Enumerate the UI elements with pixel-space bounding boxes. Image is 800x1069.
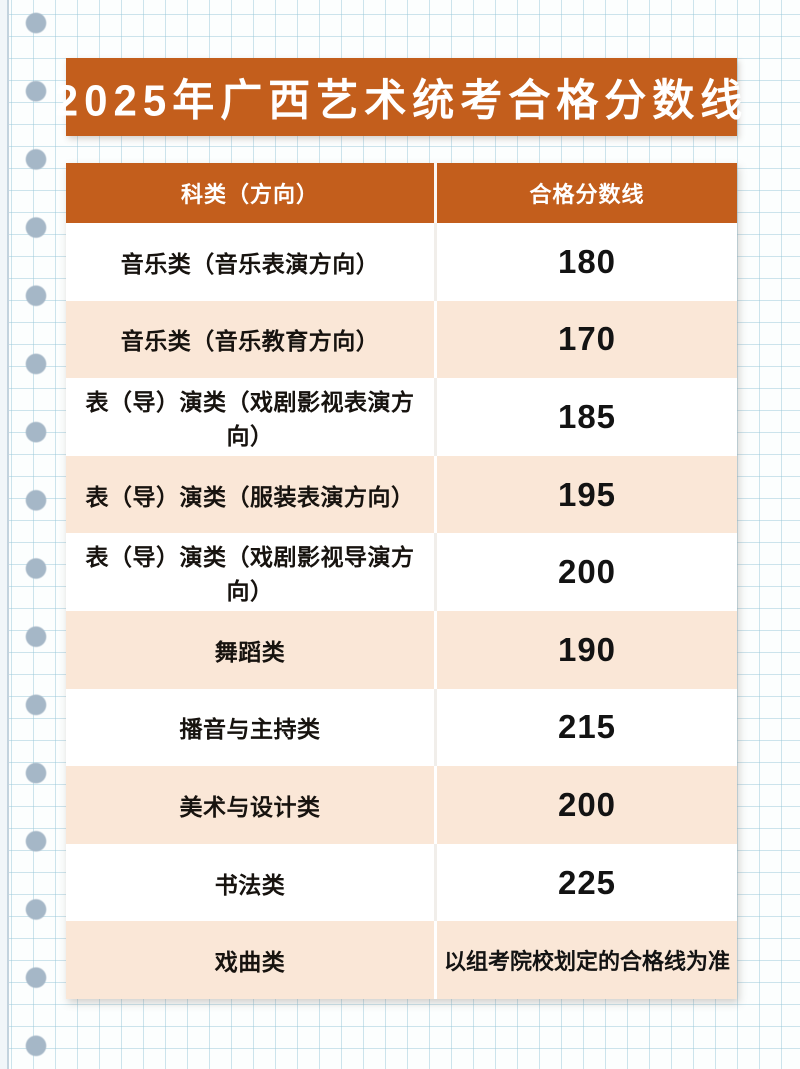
score-cell: 170 xyxy=(557,320,617,358)
category-cell: 播音与主持类 xyxy=(66,688,437,767)
table-row: 戏曲类 以组考院校划定的合格线为准 xyxy=(66,921,737,999)
title-banner: 2025年广西艺术统考合格分数线 xyxy=(55,58,742,136)
score-cell: 195 xyxy=(557,475,617,513)
binding-holes xyxy=(25,12,47,1058)
table-row: 播音与主持类 215 xyxy=(66,688,737,767)
category-cell: 音乐类（音乐表演方向） xyxy=(66,223,437,301)
score-cell: 180 xyxy=(557,242,617,280)
score-cell: 185 xyxy=(557,397,617,435)
table-row: 音乐类（音乐教育方向） 170 xyxy=(66,300,737,379)
table-header-row: 科类（方向） 合格分数线 xyxy=(66,163,737,223)
table-row: 表（导）演类（戏剧影视导演方向） 200 xyxy=(66,533,737,611)
category-cell: 表（导）演类（服装表演方向） xyxy=(66,455,437,534)
score-cell: 以组考院校划定的合格线为准 xyxy=(443,949,730,975)
column-header-category: 科类（方向） xyxy=(66,163,437,223)
score-cell: 190 xyxy=(557,630,617,668)
table-row: 书法类 225 xyxy=(66,843,737,922)
category-cell: 美术与设计类 xyxy=(66,766,437,844)
column-header-score: 合格分数线 xyxy=(529,182,645,207)
score-cell: 215 xyxy=(557,708,617,746)
category-cell: 音乐类（音乐教育方向） xyxy=(66,300,437,379)
category-cell: 表（导）演类（戏剧影视表演方向） xyxy=(66,378,437,456)
page-edge-band xyxy=(0,0,7,1069)
category-cell: 书法类 xyxy=(66,843,437,922)
table-row: 表（导）演类（服装表演方向） 195 xyxy=(66,455,737,534)
table-row: 表（导）演类（戏剧影视表演方向） 185 xyxy=(66,378,737,456)
category-cell: 舞蹈类 xyxy=(66,610,437,689)
score-cell: 225 xyxy=(557,863,617,901)
score-table: 科类（方向） 合格分数线 音乐类（音乐表演方向） 180 音乐类（音乐教育方向）… xyxy=(66,163,737,999)
table-row: 舞蹈类 190 xyxy=(66,610,737,689)
table-body: 音乐类（音乐表演方向） 180 音乐类（音乐教育方向） 170 表（导）演类（戏… xyxy=(66,223,737,999)
score-cell: 200 xyxy=(557,553,617,591)
score-cell: 200 xyxy=(557,785,617,823)
category-cell: 表（导）演类（戏剧影视导演方向） xyxy=(66,533,437,611)
page-edge-line xyxy=(7,0,9,1069)
category-cell: 戏曲类 xyxy=(66,921,437,999)
table-row: 美术与设计类 200 xyxy=(66,766,737,844)
table-row: 音乐类（音乐表演方向） 180 xyxy=(66,223,737,301)
page-title: 2025年广西艺术统考合格分数线 xyxy=(54,75,749,125)
